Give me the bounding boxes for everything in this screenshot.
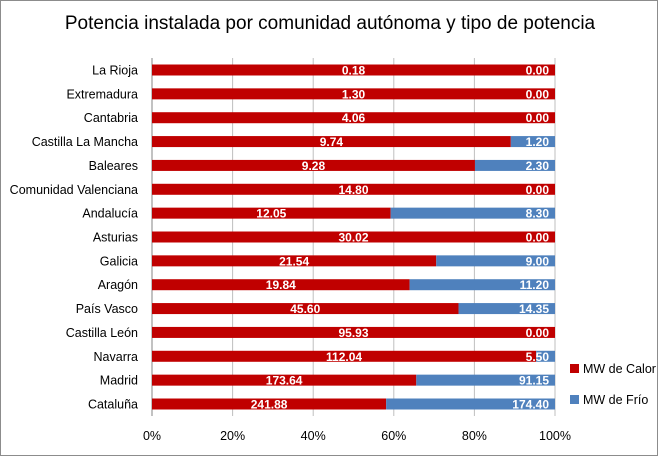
bar-frio bbox=[390, 207, 555, 219]
bar-calor bbox=[152, 207, 391, 219]
category-label: Comunidad Valenciana bbox=[10, 183, 138, 197]
category-label: Cataluña bbox=[88, 398, 138, 412]
bar-frio bbox=[416, 374, 555, 386]
data-label-frio: 1.20 bbox=[526, 135, 550, 149]
bar-calor bbox=[152, 112, 555, 124]
data-label-calor: 9.28 bbox=[302, 159, 326, 173]
x-tick-label: 20% bbox=[220, 429, 245, 443]
data-label-calor: 45.60 bbox=[290, 302, 320, 316]
bar-frio bbox=[536, 350, 555, 362]
data-label-frio: 0.00 bbox=[526, 231, 550, 245]
bar-frio bbox=[386, 398, 555, 410]
legend-swatch bbox=[570, 395, 579, 404]
bar-calor bbox=[152, 350, 537, 362]
category-label: Castilla León bbox=[66, 326, 138, 340]
data-label-calor: 95.93 bbox=[338, 326, 368, 340]
data-label-frio: 14.35 bbox=[519, 302, 549, 316]
data-label-calor: 173.64 bbox=[266, 374, 303, 388]
bar-calor bbox=[152, 64, 555, 76]
bar-calor bbox=[152, 136, 511, 148]
category-labels: La Rioja Extremadura Cantabria Castilla La … bbox=[10, 64, 138, 412]
bar-calor bbox=[152, 183, 555, 195]
data-label-frio: 0.00 bbox=[526, 87, 550, 101]
x-tick-label: 80% bbox=[462, 429, 487, 443]
bar-frio bbox=[474, 159, 555, 171]
legend: MW de Calor MW de Frío bbox=[570, 362, 656, 407]
data-labels: 0.18 0.00 1.30 0.00 4.06 0.00 9.74 1.20 9.28 2.30… bbox=[251, 64, 550, 412]
data-label-calor: 14.80 bbox=[338, 183, 368, 197]
bar-calor bbox=[152, 398, 387, 410]
category-label: Aragón bbox=[98, 278, 138, 292]
category-label: Extremadura bbox=[66, 87, 138, 101]
x-tick-label: 60% bbox=[381, 429, 406, 443]
bar-calor bbox=[152, 231, 555, 243]
category-label: Cantabria bbox=[84, 111, 138, 125]
bars bbox=[152, 64, 555, 410]
category-label: La Rioja bbox=[92, 64, 138, 78]
data-label-frio: 9.00 bbox=[526, 254, 550, 268]
category-label: Castilla La Mancha bbox=[32, 135, 138, 149]
data-label-calor: 1.30 bbox=[342, 87, 366, 101]
data-label-calor: 4.06 bbox=[342, 111, 366, 125]
category-label: Galicia bbox=[100, 254, 138, 268]
bar-calor bbox=[152, 303, 459, 315]
bar-calor bbox=[152, 279, 410, 291]
data-label-frio: 5.50 bbox=[526, 350, 550, 364]
x-tick-labels: 0% 20% 40% 60% 80% 100% bbox=[143, 429, 571, 443]
data-label-frio: 8.30 bbox=[526, 207, 550, 221]
x-tick-label: 0% bbox=[143, 429, 161, 443]
bar-frio bbox=[510, 136, 555, 148]
data-label-calor: 241.88 bbox=[251, 398, 288, 412]
legend-label: MW de Frío bbox=[583, 393, 648, 407]
bar-frio bbox=[409, 279, 555, 291]
bar-calor bbox=[152, 326, 555, 338]
category-label: Madrid bbox=[100, 374, 138, 388]
data-label-frio: 0.00 bbox=[526, 183, 550, 197]
data-label-calor: 0.18 bbox=[342, 64, 366, 78]
chart-title: Potencia instalada por comunidad autónom… bbox=[64, 13, 596, 34]
bar-calor bbox=[152, 374, 417, 386]
bar-calor bbox=[152, 159, 475, 171]
category-label: Navarra bbox=[94, 350, 139, 364]
data-label-calor: 9.74 bbox=[320, 135, 344, 149]
x-tick-label: 40% bbox=[301, 429, 326, 443]
bar-calor bbox=[152, 88, 555, 100]
data-label-frio: 0.00 bbox=[526, 111, 550, 125]
data-label-calor: 12.05 bbox=[256, 207, 286, 221]
x-tick-label: 100% bbox=[539, 429, 571, 443]
data-label-calor: 30.02 bbox=[338, 231, 368, 245]
data-label-calor: 112.04 bbox=[326, 350, 362, 364]
bar-frio bbox=[458, 303, 555, 315]
data-label-frio: 2.30 bbox=[526, 159, 550, 173]
legend-swatch bbox=[570, 364, 579, 373]
category-label: País Vasco bbox=[76, 302, 138, 316]
data-label-frio: 11.20 bbox=[520, 278, 550, 292]
data-label-frio: 174.40 bbox=[512, 398, 549, 412]
data-label-calor: 19.84 bbox=[266, 278, 296, 292]
data-label-frio: 0.00 bbox=[526, 326, 550, 340]
bar-calor bbox=[152, 255, 437, 267]
data-label-frio: 91.15 bbox=[519, 374, 549, 388]
category-label: Baleares bbox=[89, 159, 138, 173]
legend-label: MW de Calor bbox=[583, 362, 656, 376]
bar-frio bbox=[436, 255, 555, 267]
data-label-frio: 0.00 bbox=[526, 64, 550, 78]
data-label-calor: 21.54 bbox=[279, 254, 309, 268]
category-label: Andalucía bbox=[82, 207, 138, 221]
category-label: Asturias bbox=[93, 231, 138, 245]
